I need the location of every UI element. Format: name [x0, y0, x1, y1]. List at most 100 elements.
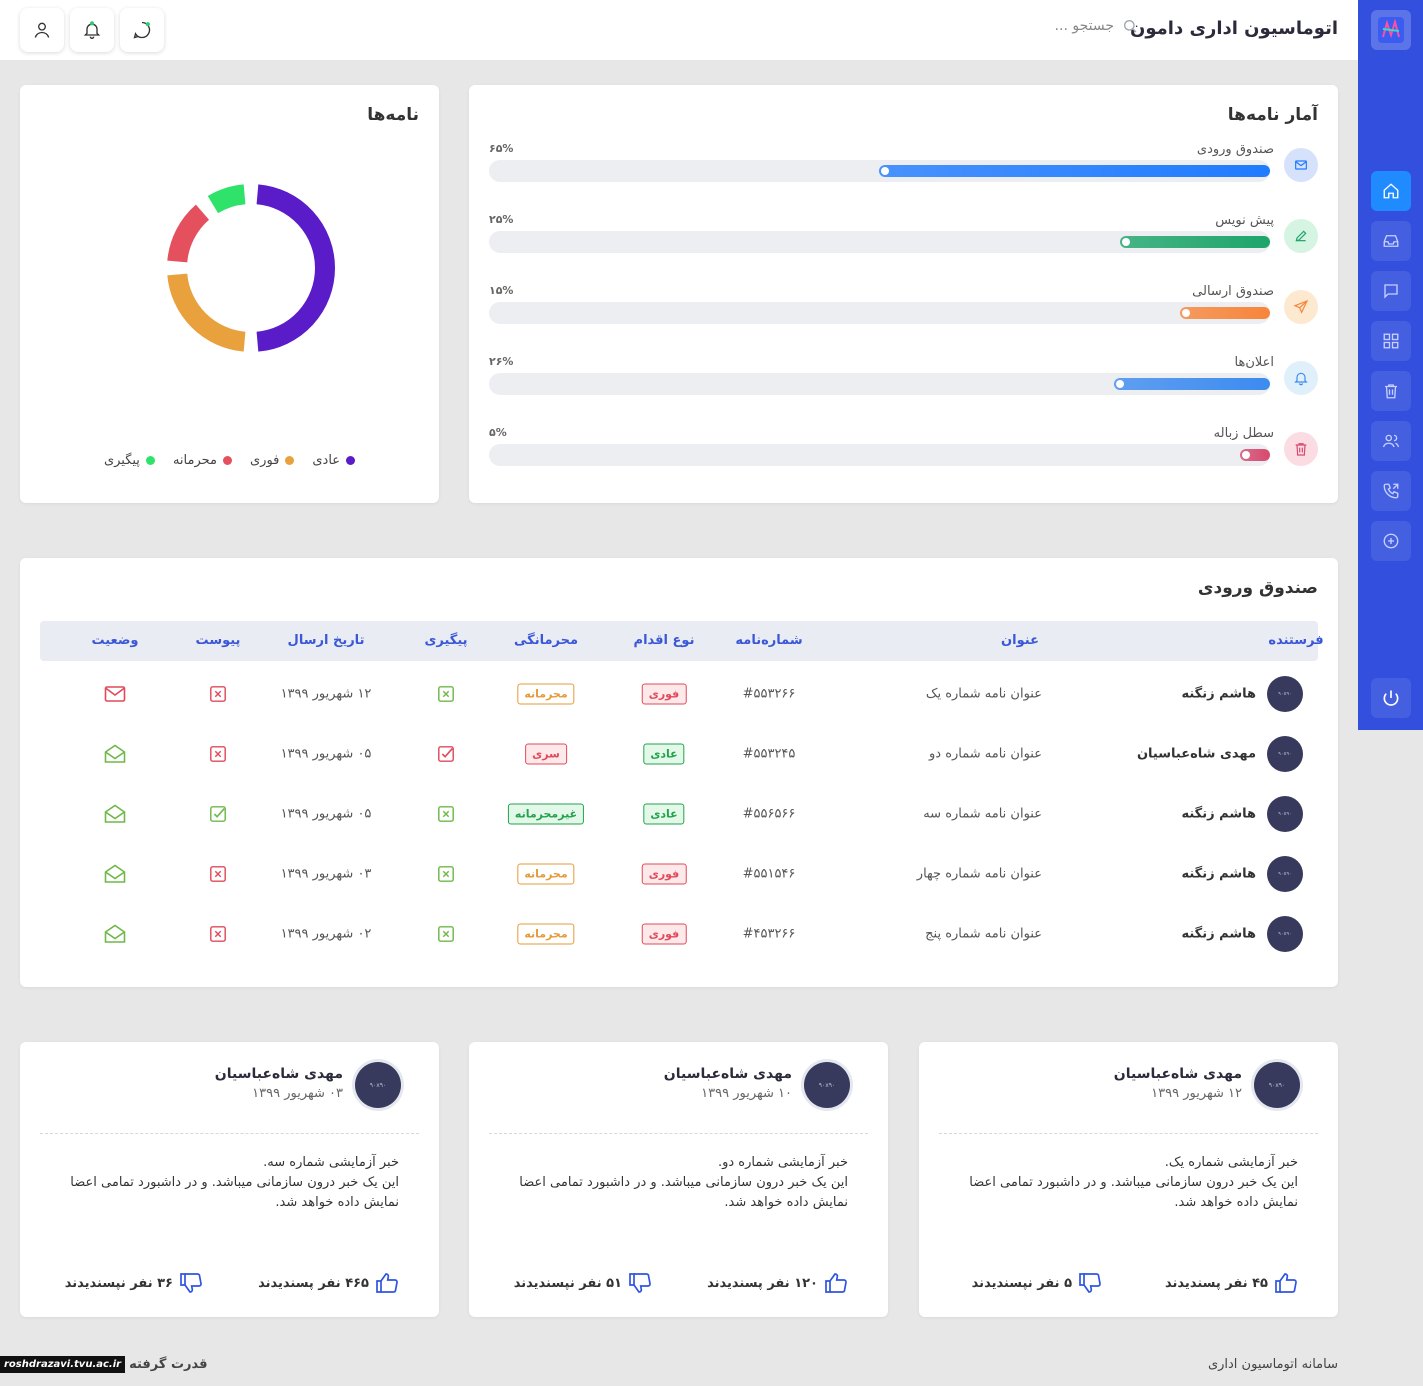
sidebar-item-messages[interactable]	[1371, 271, 1411, 311]
sender-name[interactable]: مهدی شاه‌عباسیان	[1136, 746, 1256, 762]
news-footer: ۱۲۰ نفر پسندیدند ۵۱ نفر نپسندیدند	[509, 1272, 848, 1298]
attachment-x-icon[interactable]	[209, 925, 227, 943]
notifications-button[interactable]	[70, 8, 114, 52]
followup-x-icon[interactable]	[437, 925, 455, 943]
dislike-count: ۵ نفر نپسندیدند	[971, 1275, 1072, 1291]
sidebar-item-calls[interactable]	[1371, 471, 1411, 511]
table-row[interactable]: ۹۰x۹۰ هاشم زنگنه عنوان نامه شماره پنج #۴۵۳۲…	[40, 904, 1318, 964]
power-button[interactable]	[1371, 678, 1411, 718]
donut-slice-2[interactable]	[167, 204, 210, 263]
like-button[interactable]: ۴۶۵ نفر پسندیدند	[258, 1272, 399, 1294]
column-header[interactable]: عنوان	[1001, 633, 1039, 648]
envelope-open-icon[interactable]	[104, 744, 126, 764]
envelope-open-icon[interactable]	[104, 864, 126, 884]
envelope-closed-icon[interactable]	[104, 685, 126, 703]
thumbs-down-icon	[628, 1272, 652, 1294]
like-button[interactable]: ۱۲۰ نفر پسندیدند	[707, 1272, 848, 1294]
legend-item[interactable]: محرمانه	[173, 453, 232, 468]
sidebar-item-users[interactable]	[1371, 421, 1411, 461]
column-header[interactable]: وضعیت	[91, 633, 139, 648]
table-row[interactable]: ۹۰x۹۰ هاشم زنگنه عنوان نامه شماره یک #۵۵۳۲۶…	[40, 664, 1318, 724]
attachment-x-icon[interactable]	[209, 865, 227, 883]
donut-slice-3[interactable]	[207, 184, 246, 214]
letters-chart-card: نامه‌ها عادی فوری محرمانه پیگیری	[20, 85, 439, 503]
news-body: خبر آزمایشی شماره دو. این یک خبر درون ساز…	[489, 1153, 848, 1213]
action-cell: عادی	[643, 743, 685, 765]
chat-button[interactable]	[120, 8, 164, 52]
action-badge: فوری	[641, 683, 687, 705]
sender-name[interactable]: هاشم زنگنه	[1181, 686, 1256, 702]
news-author[interactable]: مهدی شاه‌عباسیان	[663, 1066, 792, 1082]
dislike-button[interactable]: ۵ نفر نپسندیدند	[972, 1272, 1102, 1294]
app-title: اتوماسیون اداری دامون	[1130, 18, 1338, 39]
divider	[939, 1133, 1318, 1134]
news-header: ۹۰x۹۰ مهدی شاه‌عباسیان ۱۰ شهریور ۱۳۹۹	[489, 1062, 850, 1112]
inbox-card: صندوق ورودی فرستنده عنوان شماره‌نامه نوع اق…	[20, 558, 1338, 987]
donut-slice-1[interactable]	[167, 273, 246, 352]
letter-subject[interactable]: عنوان نامه شماره یک	[925, 686, 1042, 702]
sidebar-item-home[interactable]	[1371, 171, 1411, 211]
logo[interactable]	[1371, 10, 1411, 50]
stat-row: صندوق ارسالی ۱۵%	[489, 284, 1318, 334]
followup-check-icon[interactable]	[437, 745, 455, 763]
dislike-button[interactable]: ۵۱ نفر نپسندیدند	[514, 1272, 652, 1294]
chart-title: نامه‌ها	[367, 105, 419, 125]
letter-subject[interactable]: عنوان نامه شماره سه	[923, 806, 1042, 822]
table-row[interactable]: ۹۰x۹۰ هاشم زنگنه عنوان نامه شماره سه #۵۵۶۵۶…	[40, 784, 1318, 844]
stat-progress-track	[489, 444, 1270, 466]
sender-name[interactable]: هاشم زنگنه	[1181, 806, 1256, 822]
like-count: ۴۵ نفر پسندیدند	[1165, 1275, 1268, 1291]
search-box[interactable]	[994, 18, 1138, 34]
home-icon	[1382, 182, 1400, 200]
attachment-x-icon[interactable]	[209, 745, 227, 763]
envelope-open-icon[interactable]	[104, 804, 126, 824]
column-header[interactable]: محرمانگی	[513, 633, 579, 648]
column-header[interactable]: پیوست	[195, 633, 241, 648]
followup-x-icon[interactable]	[437, 805, 455, 823]
legend-item[interactable]: عادی	[312, 453, 356, 468]
envelope-open-icon[interactable]	[104, 924, 126, 944]
column-header[interactable]: شماره‌نامه	[735, 633, 803, 648]
news-header: ۹۰x۹۰ مهدی شاه‌عباسیان ۰۳ شهریور ۱۳۹۹	[40, 1062, 401, 1112]
sender-name[interactable]: هاشم زنگنه	[1181, 866, 1256, 882]
privacy-cell: محرمانه	[517, 863, 575, 885]
stat-label: اعلان‌ها	[1234, 355, 1275, 370]
sidebar-item-inbox[interactable]	[1371, 221, 1411, 261]
profile-button[interactable]	[20, 8, 64, 52]
column-header[interactable]: فرستنده	[1268, 633, 1324, 648]
column-header[interactable]: تاریخ ارسال	[287, 633, 365, 648]
dislike-button[interactable]: ۳۶ نفر نپسندیدند	[65, 1272, 203, 1294]
column-header[interactable]: نوع اقدام	[633, 633, 695, 648]
dislike-count: ۵۱ نفر نپسندیدند	[513, 1275, 622, 1291]
search-input[interactable]	[994, 18, 1114, 34]
table-row[interactable]: ۹۰x۹۰ هاشم زنگنه عنوان نامه شماره چهار #۵۵۱…	[40, 844, 1318, 904]
donut-slice-0[interactable]	[256, 184, 335, 352]
followup-x-icon[interactable]	[437, 685, 455, 703]
sender-name[interactable]: هاشم زنگنه	[1181, 926, 1256, 942]
legend-item[interactable]: پیگیری	[104, 453, 155, 468]
legend-item[interactable]: فوری	[250, 453, 295, 468]
stat-progress-fill	[1119, 236, 1270, 248]
column-header[interactable]: پیگیری	[424, 633, 468, 648]
sidebar-item-add[interactable]	[1371, 521, 1411, 561]
letter-number: #۵۵۱۵۴۶	[742, 866, 796, 882]
attachment-x-icon[interactable]	[209, 685, 227, 703]
avatar: ۹۰x۹۰	[1267, 856, 1303, 892]
stats-title: آمار نامه‌ها	[1227, 105, 1318, 125]
stat-label: سطل زباله	[1213, 426, 1274, 441]
attachment-check-icon[interactable]	[209, 805, 227, 823]
letter-subject[interactable]: عنوان نامه شماره چهار	[916, 866, 1042, 882]
letter-number: #۴۵۳۲۶۶	[742, 926, 796, 942]
table-row[interactable]: ۹۰x۹۰ مهدی شاه‌عباسیان عنوان نامه شماره دو…	[40, 724, 1318, 784]
news-text: این یک خبر درون سازمانی میباشد. و در داش…	[969, 1175, 1298, 1210]
letter-subject[interactable]: عنوان نامه شماره پنج	[925, 926, 1042, 942]
letter-subject[interactable]: عنوان نامه شماره دو	[929, 746, 1042, 762]
news-author[interactable]: مهدی شاه‌عباسیان	[214, 1066, 343, 1082]
sidebar-item-trash[interactable]	[1371, 371, 1411, 411]
followup-x-icon[interactable]	[437, 865, 455, 883]
sidebar-item-apps[interactable]	[1371, 321, 1411, 361]
mail-icon	[1284, 148, 1318, 182]
phone-forward-icon	[1382, 482, 1400, 500]
news-author[interactable]: مهدی شاه‌عباسیان	[1113, 1066, 1242, 1082]
like-button[interactable]: ۴۵ نفر پسندیدند	[1165, 1272, 1298, 1294]
